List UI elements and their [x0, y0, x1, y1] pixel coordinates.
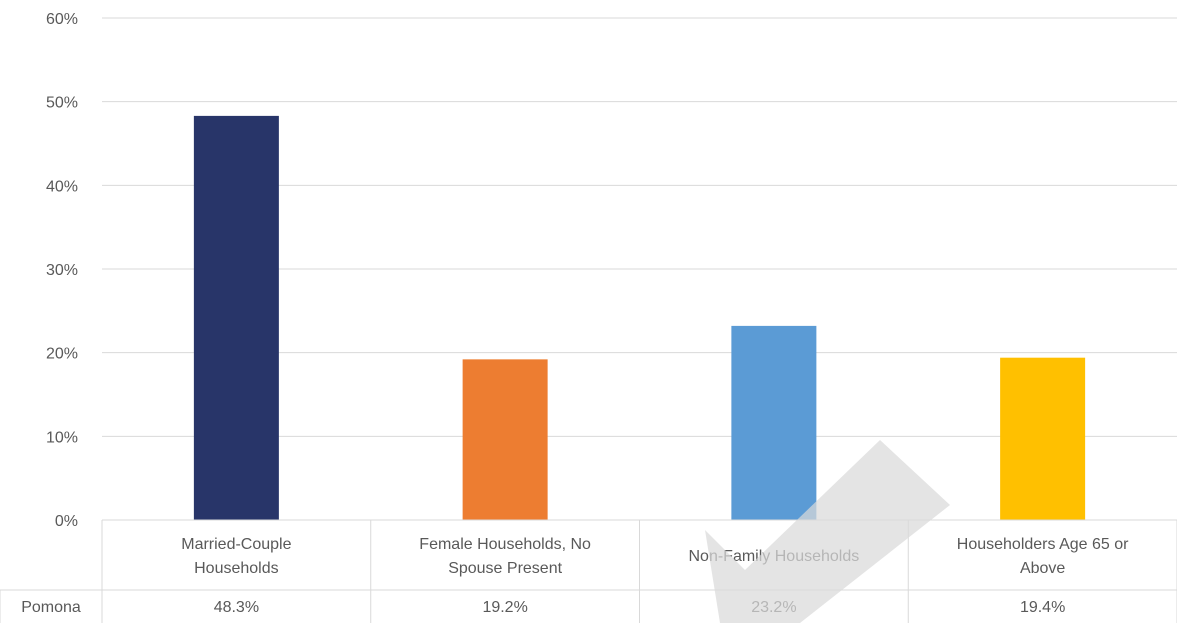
y-tick-label: 60%: [46, 11, 78, 28]
data-table-value: 19.2%: [482, 599, 527, 616]
series-name: Pomona: [21, 599, 81, 616]
category-label: Spouse Present: [448, 560, 562, 577]
watermark-logo: [705, 440, 950, 623]
gridlines: [102, 17, 1177, 437]
y-tick-label: 30%: [46, 262, 78, 279]
data-table-value: 48.3%: [214, 599, 259, 616]
y-tick-label: 40%: [46, 178, 78, 195]
category-label: Households: [194, 560, 279, 577]
y-axis-ticks: 0% 10% 20% 30% 40% 50% 60%: [46, 11, 78, 530]
bar: [1000, 357, 1086, 520]
y-tick-label: 10%: [46, 429, 78, 446]
y-tick-label: 0%: [55, 513, 78, 530]
category-label: Householders Age 65 or: [957, 536, 1129, 553]
y-tick-label: 50%: [46, 95, 78, 112]
category-label: Female Households, No: [419, 536, 591, 553]
category-label: Above: [1020, 560, 1065, 577]
bars: [193, 115, 1086, 520]
data-table-value: 19.4%: [1020, 599, 1065, 616]
bar: [462, 359, 548, 520]
data-table: Pomona Married-Couple Households 48.3% Femal…: [0, 519, 1177, 623]
category-label: Married-Couple: [181, 536, 291, 553]
y-tick-label: 20%: [46, 346, 78, 363]
bar: [731, 325, 817, 520]
bar: [193, 115, 279, 520]
